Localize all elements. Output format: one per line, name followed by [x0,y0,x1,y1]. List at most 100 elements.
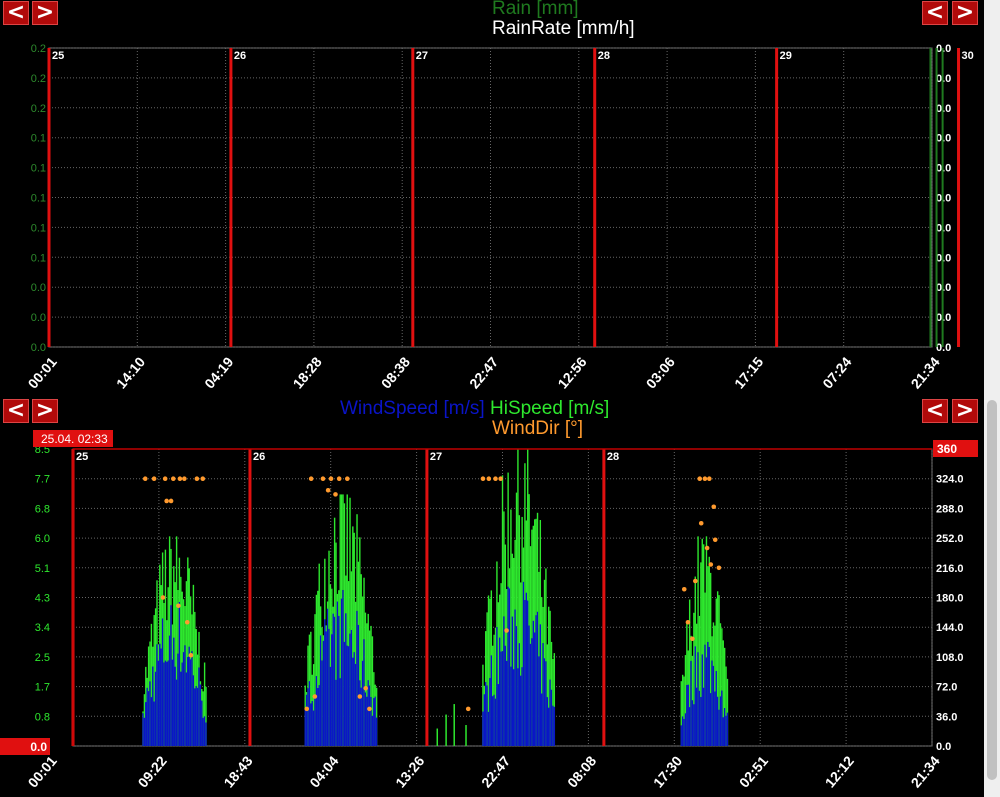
windspeed-bar [305,694,308,746]
windspeed-bar [536,611,539,746]
hispeed-bar [150,623,153,746]
winddir-point [465,706,471,712]
wind-x-tick: 22:47 [478,753,513,791]
winddir-point [693,578,698,584]
hispeed-bar [180,576,182,746]
winddir-point [367,706,372,712]
windspeed-bar [508,588,511,746]
hispeed-bar [549,610,551,746]
rain-y-tick-right: 0.0 [936,252,951,264]
windspeed-bar [314,694,316,746]
windspeed-bar [331,634,333,746]
windspeed-bar [359,680,361,746]
left-value-badge [0,738,50,755]
wind-prev-button-right[interactable]: < [922,399,948,423]
winddir-point [194,476,200,482]
hispeed-bar [545,568,547,746]
winddir-point [697,476,703,482]
windspeed-bar [722,717,724,746]
wind-x-tick: 09:22 [135,753,170,791]
windspeed-bar [154,671,157,746]
rain-y-tick-left: 0.2 [31,43,46,55]
rain-next-button-right[interactable]: > [952,1,978,25]
hispeed-bar [353,532,355,746]
windspeed-bar [371,715,374,746]
winddir-point [357,694,363,699]
windspeed-bar [203,716,206,746]
windspeed-bar [543,658,546,746]
windspeed-bar [310,703,312,746]
wind-y-tick-right: 252.0 [936,533,964,545]
windspeed-bar [318,685,320,746]
hispeed-bar [487,595,490,746]
windspeed-bar [312,710,315,746]
legend-rain: Rain [mm] [492,0,579,19]
hispeed-bar [513,557,515,746]
windspeed-bar [548,707,550,746]
wind-x-tick: 08:08 [564,753,599,791]
right-value-badge [933,440,978,457]
windspeed-bar [181,662,183,746]
hispeed-bar [352,526,354,746]
rain-y-tick-right: 0.0 [936,342,951,354]
wind-next-button[interactable]: > [32,399,58,423]
windspeed-bar [507,586,509,746]
winddir-point [344,476,350,482]
windspeed-bar [705,657,708,746]
hispeed-bar [371,636,374,746]
rain-y-tick-left: 0.0 [31,282,46,294]
windspeed-bar [363,639,365,746]
winddir-point [188,652,194,658]
windspeed-bar [504,645,507,746]
windspeed-bar [370,696,372,746]
hispeed-bar [494,627,497,746]
windspeed-bar [157,660,160,746]
windspeed-bar [501,651,504,746]
winddir-point [681,586,687,592]
windspeed-bar [494,698,497,746]
hispeed-bar [701,538,703,746]
wind-x-tick: 12:12 [822,753,857,791]
wind-day-label: 28 [607,451,619,463]
page-scrollbar[interactable] [984,0,1000,797]
windspeed-bar [185,672,188,746]
scrollbar-thumb[interactable] [987,400,997,780]
hispeed-bar [375,687,378,746]
windspeed-bar [195,686,197,746]
windspeed-bar [164,660,167,746]
windspeed-bar [521,667,523,746]
windspeed-bar [308,681,311,746]
windspeed-bar [545,661,547,746]
wind-prev-button[interactable]: < [3,399,29,423]
rain-y-tick-left: 0.1 [31,133,46,145]
rain-y-tick-right: 0.0 [936,103,951,115]
windspeed-bar [510,666,512,746]
rain-prev-button[interactable]: < [3,1,29,25]
windspeed-bar [171,659,174,746]
rain-y-tick-right: 0.0 [936,73,951,85]
hispeed-bar [205,686,207,746]
hispeed-bar [515,492,518,746]
hispeed-bar [716,591,719,746]
rain-prev-button-right[interactable]: < [922,1,948,25]
rain-x-tick: 21:34 [908,354,943,392]
rain-next-button[interactable]: > [32,1,58,25]
hispeed-bar [339,494,341,746]
windspeed-bar [503,616,505,746]
hispeed-bar [486,612,488,746]
winddir-point [182,476,187,482]
wind-y-tick-right: 108.0 [936,652,964,664]
windspeed-bar [146,687,148,746]
windspeed-bar [719,696,722,746]
windspeed-bar [187,657,189,746]
wind-next-button-right[interactable]: > [952,399,978,423]
windspeed-bar [304,709,306,746]
hispeed-bar [684,655,687,746]
hispeed-bar [359,537,361,746]
windspeed-bar [175,679,178,746]
windspeed-bar [694,646,696,746]
windspeed-bar [697,652,699,746]
windspeed-bar [307,688,309,746]
windspeed-bar [726,712,729,746]
windspeed-bar [489,677,491,746]
